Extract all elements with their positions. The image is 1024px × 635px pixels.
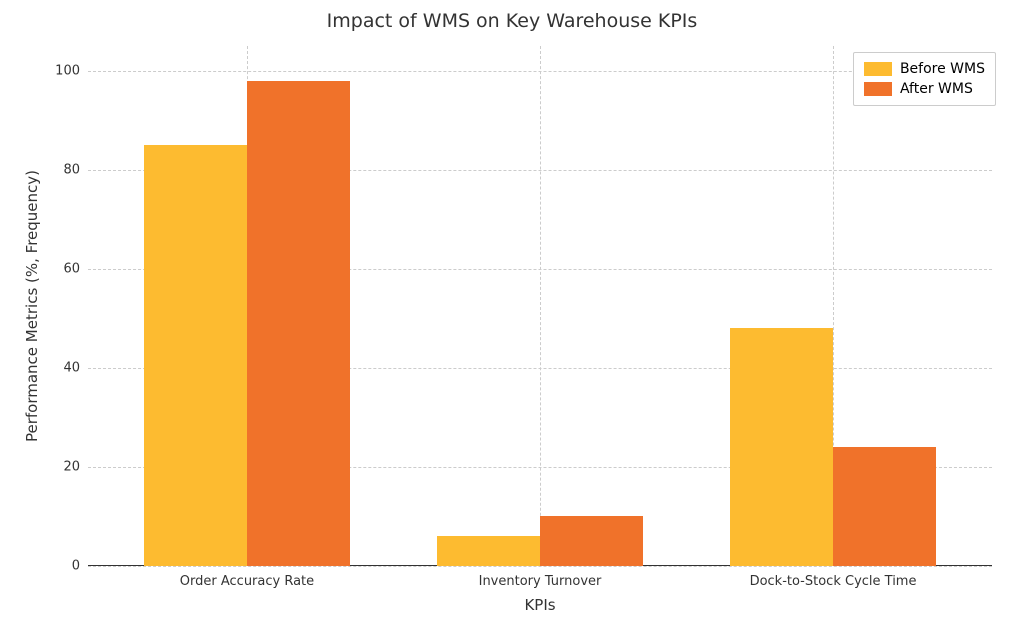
y-tick-label: 80	[63, 162, 88, 177]
legend-swatch	[864, 82, 892, 96]
bar	[144, 145, 247, 566]
y-tick-label: 60	[63, 261, 88, 276]
bar	[730, 328, 833, 566]
x-tick-label: Inventory Turnover	[479, 566, 602, 589]
legend-item: After WMS	[864, 79, 985, 99]
legend: Before WMS After WMS	[853, 52, 996, 106]
y-tick-label: 0	[72, 559, 88, 574]
chart-title: Impact of WMS on Key Warehouse KPIs	[0, 10, 1024, 32]
y-tick-label: 100	[55, 63, 88, 78]
x-tick-label: Order Accuracy Rate	[180, 566, 314, 589]
bar	[247, 81, 350, 566]
x-tick-label: Dock-to-Stock Cycle Time	[750, 566, 917, 589]
bar	[437, 536, 540, 566]
legend-label: Before WMS	[900, 61, 985, 77]
chart-container: Impact of WMS on Key Warehouse KPIs 0204…	[0, 0, 1024, 635]
plot-area: 020406080100Order Accuracy RateInventory…	[88, 46, 992, 566]
bar	[833, 447, 936, 566]
legend-item: Before WMS	[864, 59, 985, 79]
y-tick-label: 40	[63, 360, 88, 375]
legend-label: After WMS	[900, 81, 973, 97]
y-tick-label: 20	[63, 459, 88, 474]
bar	[540, 516, 643, 566]
x-axis-label: KPIs	[524, 596, 555, 614]
gridline-vertical	[540, 46, 541, 566]
y-axis-label: Performance Metrics (%, Frequency)	[23, 170, 41, 442]
legend-swatch	[864, 62, 892, 76]
